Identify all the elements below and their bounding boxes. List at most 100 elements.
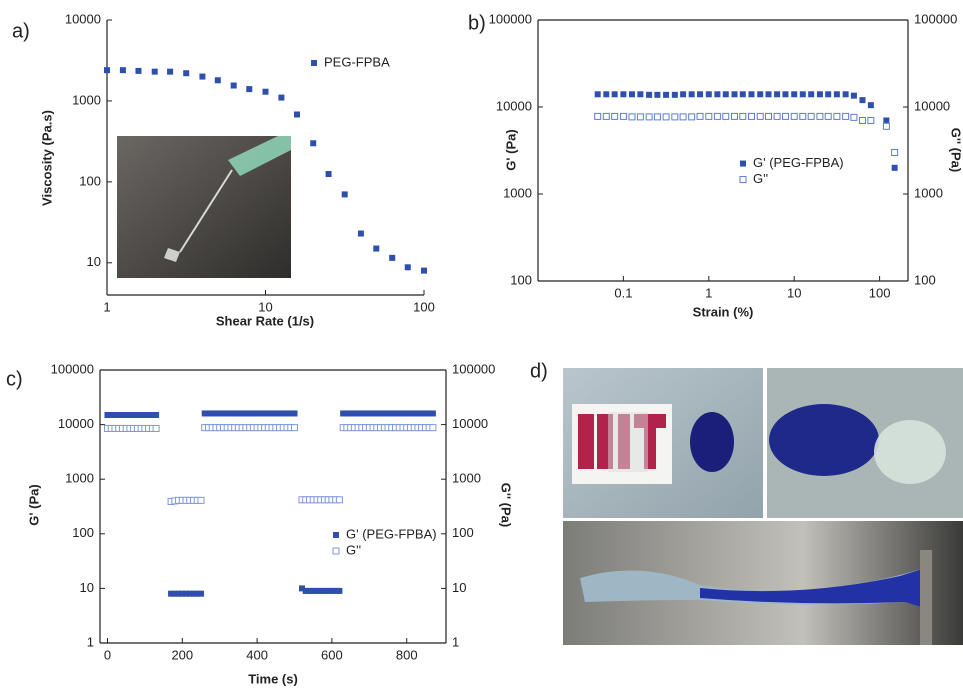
- marker: [671, 91, 678, 98]
- marker: [679, 113, 687, 121]
- inset-photo: [117, 136, 291, 278]
- marker: [407, 410, 414, 417]
- marker: [713, 112, 721, 120]
- marker: [833, 91, 840, 98]
- marker: [183, 590, 190, 597]
- y-tick-label: 10: [80, 580, 94, 595]
- marker: [858, 116, 866, 124]
- marker: [370, 410, 377, 417]
- marker: [257, 410, 264, 417]
- marker: [392, 410, 399, 417]
- marker: [265, 410, 272, 417]
- marker: [254, 410, 261, 417]
- marker: [278, 94, 285, 101]
- x-axis-label: Strain (%): [693, 304, 754, 319]
- marker: [230, 82, 237, 89]
- marker: [697, 91, 704, 98]
- y-tick-label: 100000: [51, 361, 94, 376]
- photo-panel: [563, 368, 963, 645]
- marker: [816, 91, 823, 98]
- marker: [209, 410, 216, 417]
- marker: [891, 164, 898, 171]
- x-tick-label: 200: [171, 647, 193, 662]
- panel-label: a): [12, 20, 30, 42]
- marker: [115, 411, 122, 418]
- marker: [145, 411, 152, 418]
- marker: [381, 410, 388, 417]
- marker: [799, 112, 807, 120]
- x-axis-label: Time (s): [248, 671, 298, 686]
- marker: [373, 410, 380, 417]
- marker: [594, 91, 601, 98]
- marker: [611, 91, 618, 98]
- marker: [429, 410, 436, 417]
- legend-marker: [311, 60, 317, 66]
- marker: [313, 587, 320, 594]
- marker: [276, 410, 283, 417]
- marker: [235, 410, 242, 417]
- marker: [619, 112, 627, 120]
- marker: [418, 410, 425, 417]
- legend-marker: [739, 176, 747, 184]
- y2-tick-label: 100: [914, 272, 936, 287]
- marker: [336, 587, 343, 594]
- marker: [722, 91, 729, 98]
- marker: [119, 411, 126, 418]
- marker: [220, 410, 227, 417]
- marker: [373, 245, 380, 252]
- marker: [388, 410, 395, 417]
- marker: [280, 410, 287, 417]
- marker: [731, 112, 739, 120]
- legend-label: PEG-FPBA: [324, 54, 390, 69]
- marker: [637, 91, 644, 98]
- marker: [850, 113, 858, 121]
- marker: [321, 587, 328, 594]
- marker: [799, 91, 806, 98]
- marker: [149, 411, 156, 418]
- marker: [773, 112, 781, 120]
- marker: [882, 122, 890, 130]
- marker: [404, 264, 411, 271]
- marker: [130, 411, 137, 418]
- marker: [366, 410, 373, 417]
- y2-tick-label: 10000: [452, 416, 488, 431]
- marker: [175, 590, 182, 597]
- marker: [108, 411, 115, 418]
- marker: [306, 587, 313, 594]
- marker: [250, 410, 257, 417]
- marker: [227, 410, 234, 417]
- y-tick-label: 1000: [72, 92, 101, 107]
- x-tick-label: 0.1: [614, 285, 632, 300]
- marker: [705, 112, 713, 120]
- marker: [808, 91, 815, 98]
- marker: [790, 112, 798, 120]
- legend-label: G' (PEG-FPBA): [753, 155, 844, 170]
- marker: [411, 410, 418, 417]
- marker: [594, 112, 602, 120]
- x-tick-label: 10: [258, 299, 272, 314]
- marker: [731, 91, 738, 98]
- marker: [426, 410, 433, 417]
- marker: [197, 496, 205, 504]
- marker: [842, 91, 849, 98]
- marker: [325, 587, 332, 594]
- panel-label: b): [468, 12, 486, 34]
- marker: [883, 117, 890, 124]
- legend-label: G' (PEG-FPBA): [346, 526, 437, 541]
- marker: [287, 410, 294, 417]
- marker: [377, 410, 384, 417]
- marker: [310, 140, 317, 147]
- marker: [705, 91, 712, 98]
- marker: [152, 424, 160, 432]
- x-tick-label: 400: [246, 647, 268, 662]
- marker: [151, 68, 158, 75]
- y-tick-label: 1000: [503, 185, 532, 200]
- marker: [340, 410, 347, 417]
- marker: [119, 67, 126, 74]
- y-axis-label: Viscosity (Pa.s): [39, 110, 54, 206]
- y-axis-label: G' (Pa): [26, 484, 41, 525]
- marker: [680, 91, 687, 98]
- marker: [262, 88, 269, 95]
- marker: [739, 112, 747, 120]
